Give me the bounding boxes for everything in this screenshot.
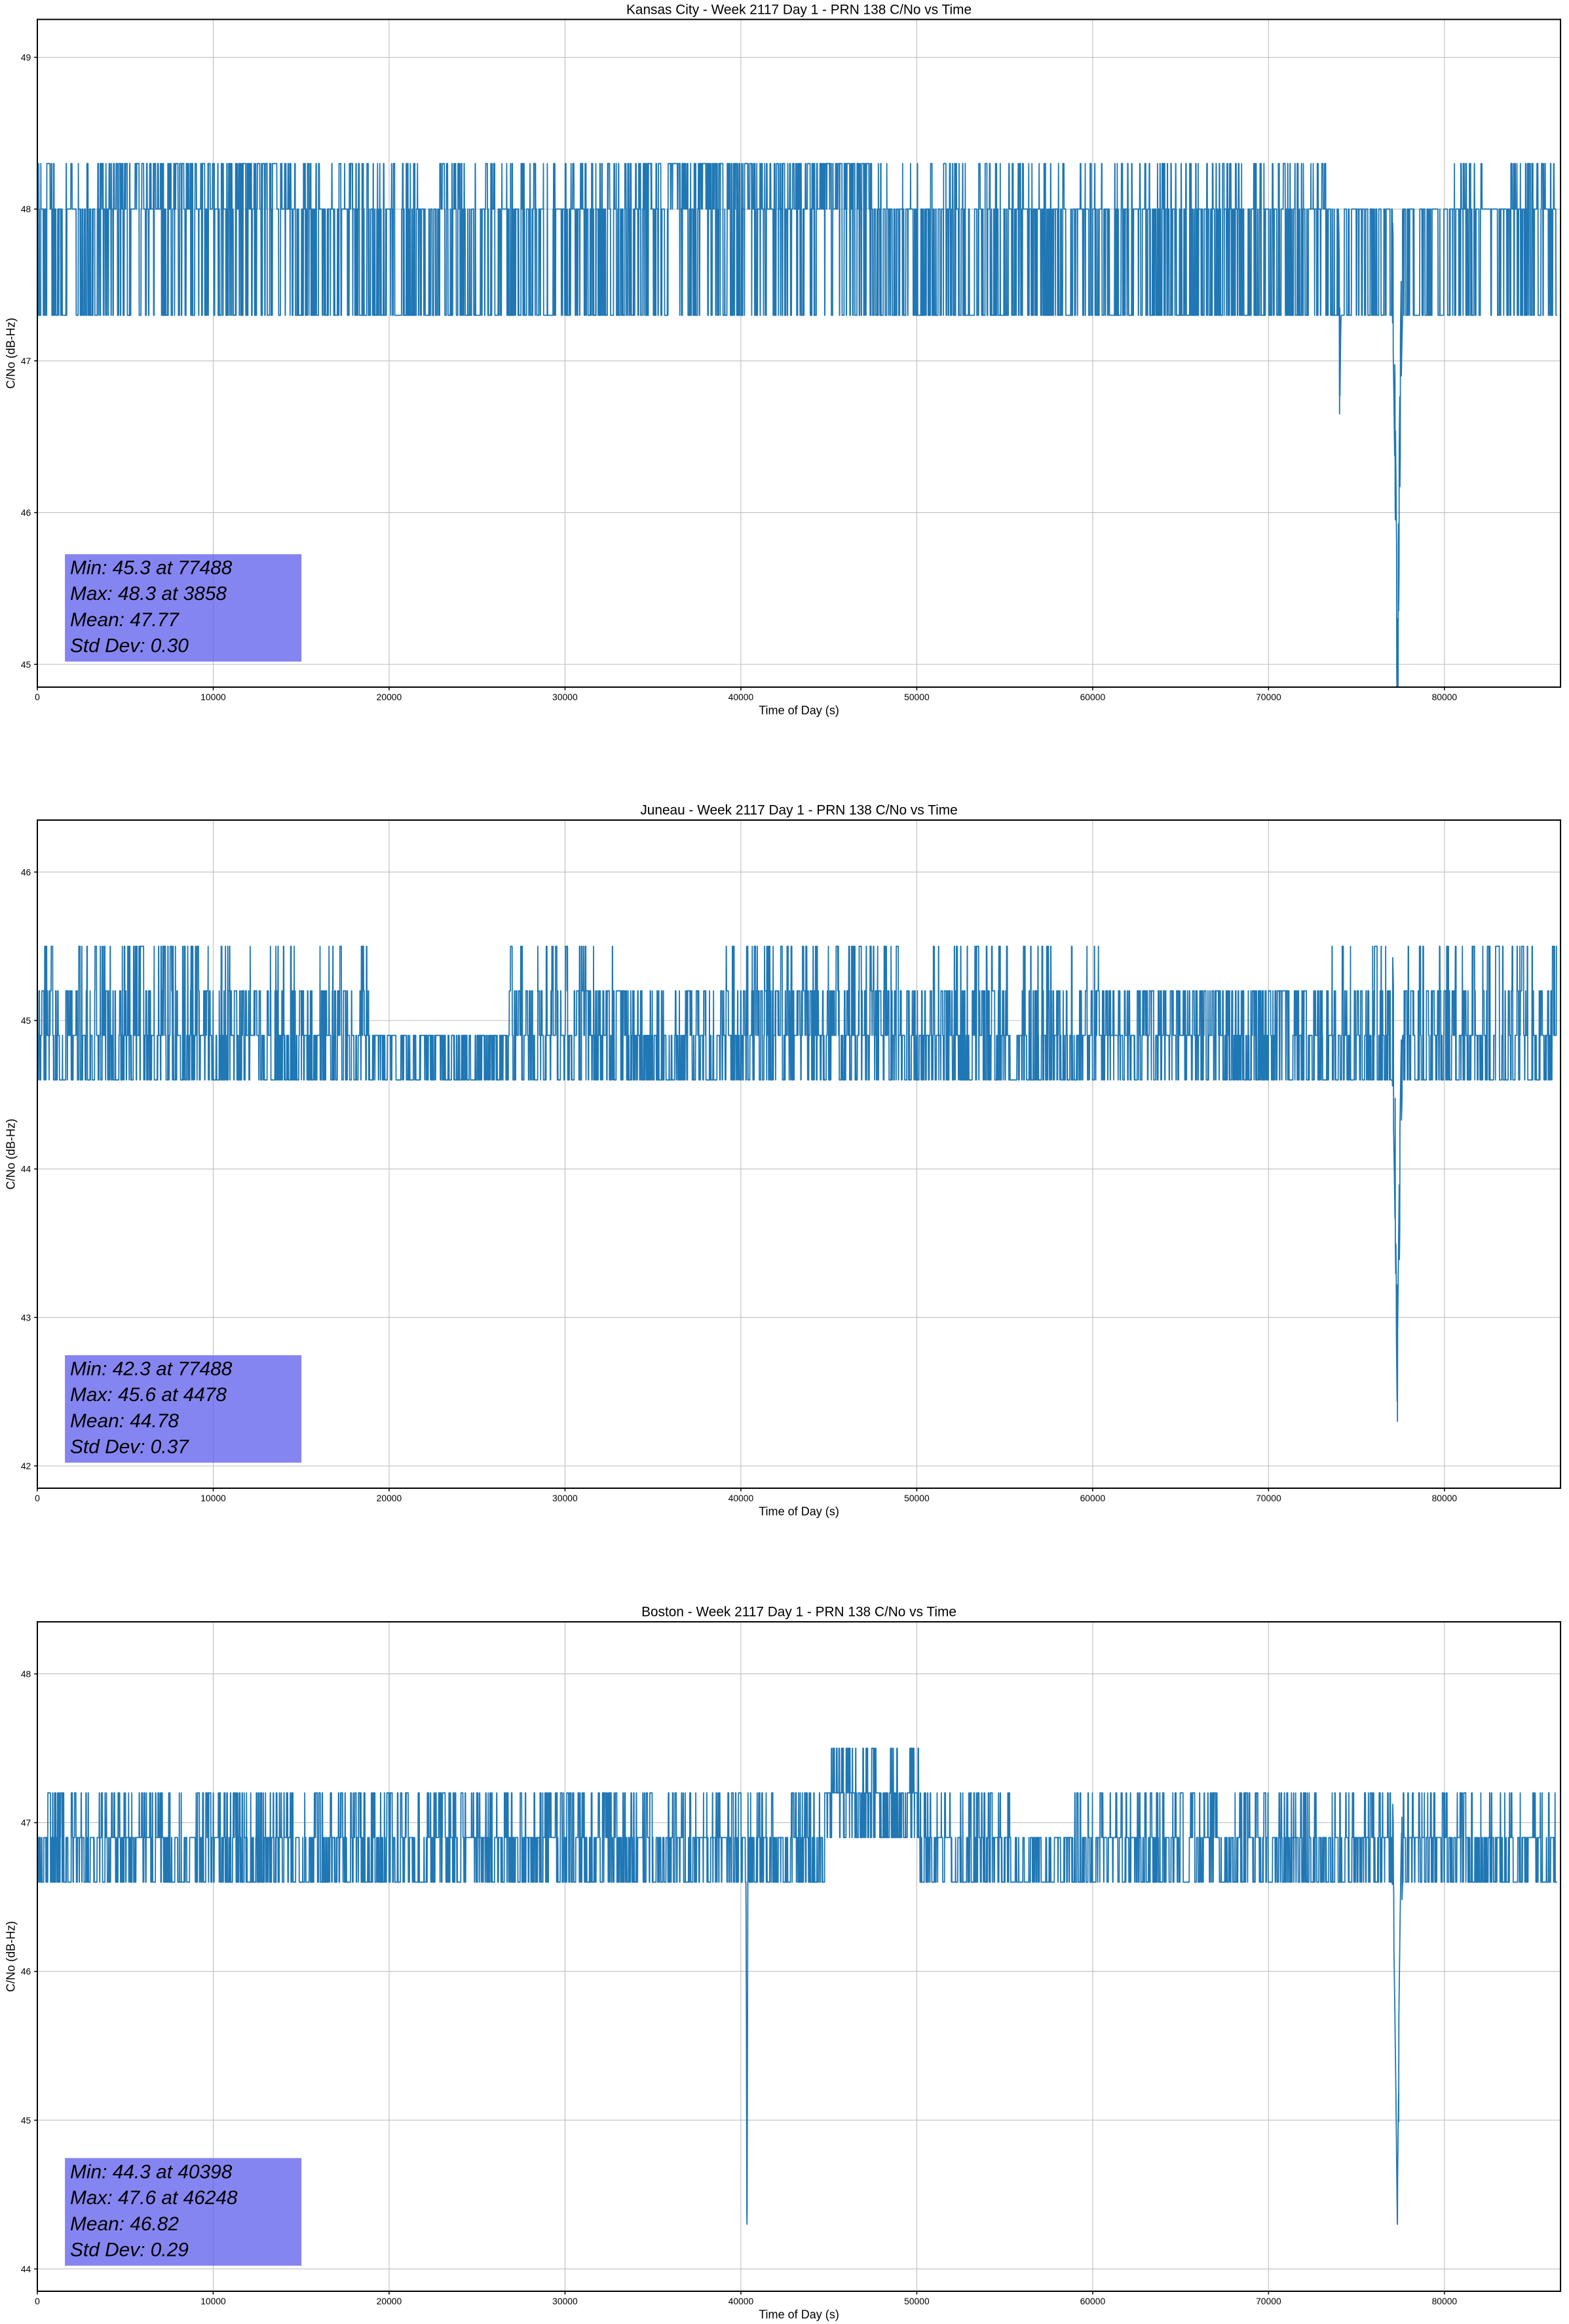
svg-text:0: 0 (35, 692, 40, 702)
svg-text:48: 48 (21, 204, 31, 214)
svg-text:60000: 60000 (1080, 1493, 1106, 1503)
svg-text:Max: 47.6 at 46248: Max: 47.6 at 46248 (70, 2187, 238, 2209)
svg-text:44: 44 (21, 1164, 31, 1174)
svg-text:20000: 20000 (377, 1493, 402, 1503)
svg-text:60000: 60000 (1080, 2296, 1106, 2306)
svg-text:40000: 40000 (728, 692, 754, 702)
svg-text:60000: 60000 (1080, 692, 1106, 702)
svg-text:40000: 40000 (728, 1493, 754, 1503)
svg-text:Std Dev: 0.30: Std Dev: 0.30 (70, 635, 189, 657)
svg-text:43: 43 (21, 1312, 31, 1322)
svg-text:Mean: 44.78: Mean: 44.78 (70, 1410, 179, 1432)
svg-text:46: 46 (21, 1966, 31, 1977)
svg-text:47: 47 (21, 1818, 31, 1828)
svg-text:42: 42 (21, 1461, 31, 1471)
svg-text:50000: 50000 (904, 2296, 930, 2306)
svg-text:20000: 20000 (377, 2296, 402, 2306)
svg-text:Max: 45.6 at 4478: Max: 45.6 at 4478 (70, 1384, 227, 1406)
svg-text:10000: 10000 (200, 1493, 226, 1503)
svg-text:20000: 20000 (377, 692, 402, 702)
svg-text:Std Dev: 0.37: Std Dev: 0.37 (70, 1436, 189, 1458)
svg-text:30000: 30000 (552, 2296, 578, 2306)
svg-text:0: 0 (35, 1493, 40, 1503)
svg-text:C/No (dB-Hz): C/No (dB-Hz) (5, 1921, 18, 1992)
svg-text:49: 49 (21, 52, 31, 63)
svg-text:70000: 70000 (1256, 692, 1281, 702)
svg-text:Kansas City - Week 2117 Day 1: Kansas City - Week 2117 Day 1 - PRN 138 … (626, 2, 972, 17)
svg-text:46: 46 (21, 508, 31, 518)
svg-text:80000: 80000 (1432, 2296, 1458, 2306)
svg-text:40000: 40000 (728, 2296, 754, 2306)
svg-text:45: 45 (21, 1015, 31, 1026)
svg-text:70000: 70000 (1256, 1493, 1281, 1503)
svg-text:10000: 10000 (200, 692, 226, 702)
svg-text:0: 0 (35, 2296, 40, 2306)
svg-text:50000: 50000 (904, 1493, 930, 1503)
svg-text:10000: 10000 (200, 2296, 226, 2306)
svg-text:44: 44 (21, 2264, 31, 2274)
svg-text:50000: 50000 (904, 692, 930, 702)
svg-text:Time of Day (s): Time of Day (s) (759, 703, 839, 717)
svg-text:46: 46 (21, 867, 31, 877)
svg-text:Mean: 46.82: Mean: 46.82 (70, 2213, 179, 2235)
svg-text:Boston - Week 2117 Day 1 - PRN: Boston - Week 2117 Day 1 - PRN 138 C/No … (641, 1605, 956, 1620)
svg-text:45: 45 (21, 659, 31, 669)
svg-text:Min: 44.3 at 40398: Min: 44.3 at 40398 (70, 2161, 233, 2183)
svg-text:Min: 42.3 at 77488: Min: 42.3 at 77488 (70, 1358, 233, 1379)
svg-text:Time of Day (s): Time of Day (s) (759, 1505, 839, 1518)
svg-text:30000: 30000 (552, 692, 578, 702)
svg-text:47: 47 (21, 356, 31, 366)
svg-text:80000: 80000 (1432, 692, 1458, 702)
svg-text:Min: 45.3 at 77488: Min: 45.3 at 77488 (70, 557, 233, 578)
svg-text:Juneau - Week 2117 Day 1 - PRN: Juneau - Week 2117 Day 1 - PRN 138 C/No … (640, 803, 957, 818)
svg-text:C/No (dB-Hz): C/No (dB-Hz) (5, 1119, 18, 1190)
svg-text:Time of Day (s): Time of Day (s) (759, 2308, 839, 2321)
svg-text:Mean: 47.77: Mean: 47.77 (70, 609, 180, 631)
svg-text:80000: 80000 (1432, 1493, 1458, 1503)
svg-text:70000: 70000 (1256, 2296, 1281, 2306)
svg-text:Max: 48.3 at 3858: Max: 48.3 at 3858 (70, 583, 227, 605)
svg-text:45: 45 (21, 2115, 31, 2126)
svg-text:30000: 30000 (552, 1493, 578, 1503)
svg-text:48: 48 (21, 1669, 31, 1679)
svg-text:C/No (dB-Hz): C/No (dB-Hz) (5, 318, 18, 388)
svg-text:Std Dev: 0.29: Std Dev: 0.29 (70, 2240, 189, 2261)
